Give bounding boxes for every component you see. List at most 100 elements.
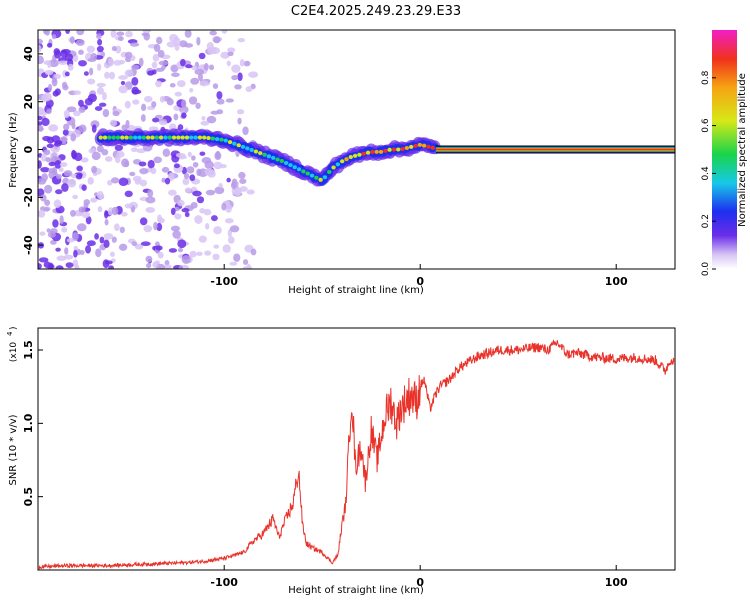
noise-dot — [157, 49, 165, 58]
colorbar-tick-label: 0.0 — [701, 262, 711, 277]
noise-dot — [118, 243, 128, 251]
noise-dot — [187, 151, 192, 158]
snr-frame — [37, 327, 676, 571]
noise-dot — [239, 59, 245, 67]
noise-dot — [64, 247, 69, 255]
noise-dot — [87, 177, 94, 185]
noise-dot — [237, 72, 243, 81]
ridge-peak — [365, 150, 371, 155]
ridge-peak — [296, 167, 302, 172]
noise-dot — [89, 67, 94, 76]
noise-dot — [38, 209, 46, 218]
noise-dot — [48, 124, 59, 132]
noise-dot — [102, 108, 110, 118]
noise-dot — [198, 52, 206, 60]
noise-dot — [147, 189, 154, 198]
colorbar-tick-label: 0.6 — [701, 118, 711, 133]
noise-dot — [231, 64, 241, 73]
noise-dot — [44, 184, 53, 194]
ridge-peak — [421, 143, 427, 148]
ridge-peak — [374, 149, 379, 154]
ridge-peak — [404, 145, 410, 150]
x-tick-label: -100 — [210, 576, 238, 589]
noise-dot — [47, 60, 52, 69]
noise-dot — [83, 71, 89, 76]
noise-dot — [96, 145, 104, 153]
noise-dot — [201, 157, 212, 164]
noise-dot — [192, 161, 199, 168]
ridge-peak — [292, 165, 297, 170]
spectrogram-x-ticks: -100 0 100 — [210, 264, 628, 288]
ridge-peak — [335, 162, 341, 167]
noise-dot — [81, 211, 90, 219]
noise-dot — [239, 178, 247, 184]
noise-dot — [175, 152, 186, 158]
noise-dot — [242, 259, 249, 265]
noise-dot — [69, 36, 75, 44]
noise-dot — [103, 233, 114, 240]
noise-dot — [155, 67, 165, 72]
noise-dot — [111, 46, 117, 52]
noise-dot — [46, 228, 51, 233]
noise-dot — [67, 178, 77, 188]
noise-dot — [109, 251, 115, 257]
ridge-peak — [322, 175, 328, 180]
ridge-peak — [133, 135, 138, 140]
noise-dot — [50, 239, 57, 245]
ridge-peak — [352, 153, 358, 158]
noise-dot — [250, 248, 257, 256]
noise-dot — [203, 62, 209, 71]
noise-dot — [132, 99, 140, 105]
noise-dot — [227, 47, 236, 53]
noise-dot — [153, 43, 161, 53]
noise-dot — [220, 51, 230, 59]
noise-dot — [85, 215, 92, 225]
noise-dot — [153, 221, 158, 231]
snr-multiplier-base: (x10 — [9, 342, 19, 363]
noise-dot — [203, 208, 212, 216]
ridge-peak — [124, 135, 129, 140]
noise-dot — [201, 116, 206, 121]
snr-panel: -100 0 100 0.5 1.0 1.5 Height of straight li… — [6, 326, 676, 596]
ridge-peak — [107, 135, 112, 140]
noise-dot — [118, 177, 129, 187]
noise-dot — [63, 109, 70, 119]
noise-dot — [222, 244, 231, 253]
noise-dot — [210, 215, 218, 222]
noise-dot — [221, 202, 227, 211]
ridge-peak — [370, 149, 375, 154]
ridge-peak — [309, 173, 315, 178]
x-tick-label: -100 — [210, 275, 238, 288]
noise-dot — [161, 166, 170, 173]
noise-dot — [96, 63, 102, 71]
noise-dot — [38, 106, 45, 116]
noise-dot — [158, 60, 169, 66]
noise-dot — [190, 77, 200, 85]
y-tick-label: -20 — [22, 187, 35, 207]
ridge-peak — [120, 135, 125, 140]
noise-dot — [156, 222, 163, 232]
noise-dot — [86, 240, 96, 247]
noise-dot — [181, 112, 187, 119]
noise-dot — [95, 248, 102, 258]
noise-dot — [125, 119, 130, 129]
noise-dot — [78, 49, 84, 55]
noise-dot — [140, 114, 146, 122]
noise-dot — [231, 178, 238, 187]
colorbar-tick-label: 0.4 — [701, 166, 711, 181]
spectrogram-x-label: Height of straight line (km) — [288, 285, 424, 296]
noise-dot — [218, 182, 223, 189]
noise-dot — [103, 239, 110, 248]
noise-dot — [53, 199, 62, 209]
noise-dot — [226, 177, 231, 183]
ridge-peak — [171, 135, 177, 140]
noise-dot — [78, 99, 84, 107]
noise-dot — [215, 150, 221, 160]
noise-dot — [116, 31, 125, 36]
noise-dot — [246, 189, 255, 195]
noise-dot — [219, 164, 227, 169]
noise-dot — [114, 144, 124, 151]
noise-dot — [157, 251, 164, 259]
noise-dot — [78, 206, 86, 213]
noise-dot — [96, 86, 104, 95]
